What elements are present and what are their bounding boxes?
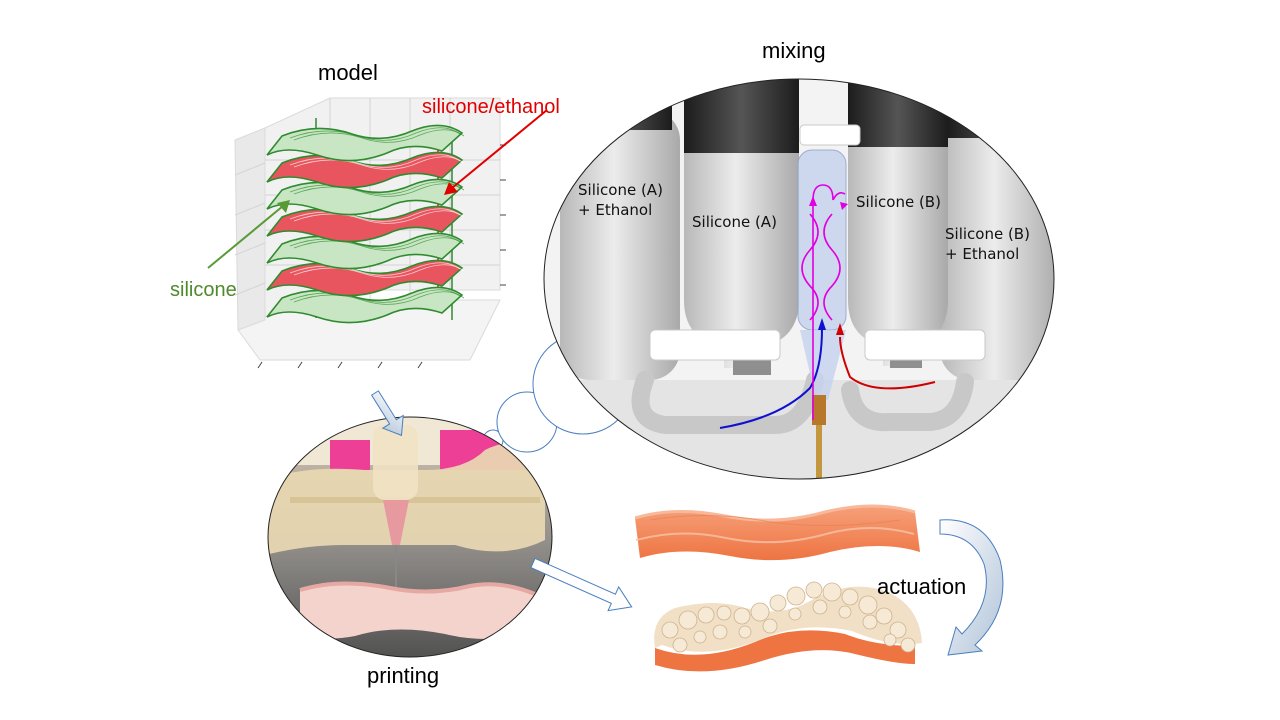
bottle-label-line: Silicone (A) (578, 181, 663, 199)
mixing-render (544, 79, 1054, 479)
mixing-title: mixing (762, 38, 826, 63)
layer-toolpath (289, 208, 461, 222)
layer-toolpath (293, 183, 465, 197)
layer-toolpath (289, 289, 461, 303)
silicone-callout-arrow (207, 205, 284, 269)
layer-toolpath (293, 156, 465, 170)
layer-toolpath (289, 235, 461, 249)
layer-toolpath (293, 210, 465, 224)
layer-toolpath (289, 127, 461, 141)
actuator-bent (654, 581, 922, 672)
mixing-frame (543, 78, 1055, 480)
model-to-printing-arrow (370, 390, 404, 437)
bottle-label-line: Silicone (A) (692, 213, 777, 231)
layer-toolpath (289, 181, 461, 195)
layer-toolpath (293, 291, 465, 305)
bottle-label-line: Silicone (B) (945, 225, 1030, 243)
actuation-arrow (939, 519, 1004, 656)
silicone-label: silicone (170, 279, 237, 301)
bottle-label-a-ethanol: Silicone (A) + Ethanol (578, 180, 663, 220)
bottle-label-a: Silicone (A) (692, 212, 777, 232)
bottle-label-line: + Ethanol (945, 245, 1020, 263)
printing-photo (268, 417, 552, 657)
model-layers (266, 124, 465, 324)
actuation-title: actuation (877, 574, 967, 599)
actuator-flat (634, 504, 920, 561)
bottle-label-b-ethanol: Silicone (B) + Ethanol (945, 224, 1030, 264)
layer-toolpath (293, 237, 465, 251)
flow-red (839, 336, 936, 390)
printing-frame (267, 416, 553, 658)
printing-title: printing (367, 663, 440, 688)
printing-to-actuation-arrow (530, 557, 633, 612)
bottle-label-line: + Ethanol (578, 201, 653, 219)
mix-callout-arrow (451, 109, 548, 189)
model-title: model (318, 60, 378, 85)
bottle-label-line: Silicone (B) (856, 193, 941, 211)
layer-toolpath (289, 262, 461, 276)
layer-toolpath (293, 129, 465, 143)
silicone-ethanol-label: silicone/ethanol (422, 96, 560, 118)
flow-blue (719, 327, 823, 429)
bottle-front-right (848, 79, 948, 368)
model-3d-plot (234, 97, 506, 369)
layer-toolpath (293, 264, 465, 278)
layer-toolpath (289, 154, 461, 168)
flow-magenta (801, 184, 846, 420)
bottle-label-b: Silicone (B) (856, 192, 941, 212)
